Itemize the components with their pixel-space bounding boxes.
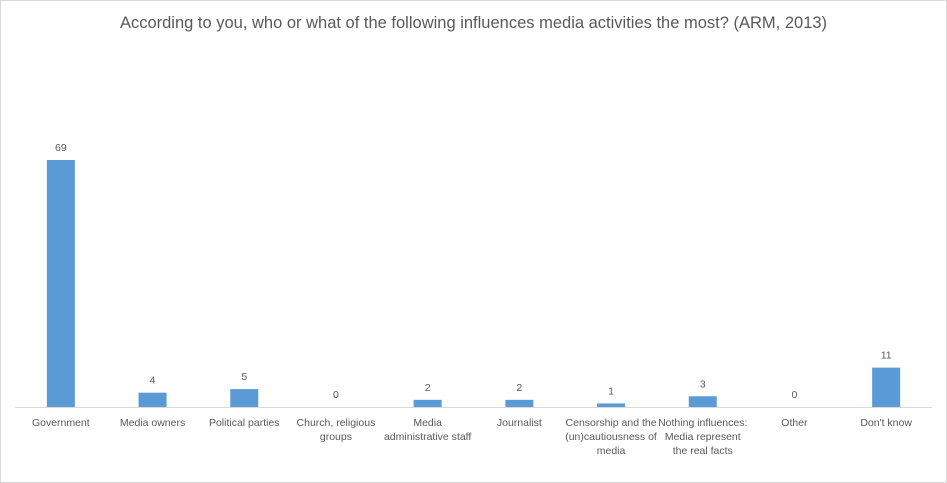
- chart-title: According to you, who or what of the fol…: [119, 14, 828, 32]
- bar: [138, 392, 167, 407]
- bar: [597, 403, 626, 407]
- category-label: Government: [31, 417, 90, 429]
- data-label: 0: [333, 389, 339, 401]
- category-label: Journalist: [496, 417, 542, 429]
- data-label: 3: [700, 378, 706, 390]
- bar: [46, 160, 75, 407]
- data-label: 11: [881, 350, 892, 362]
- bar: [413, 399, 442, 407]
- bar: [872, 367, 901, 407]
- data-label: 69: [55, 142, 67, 154]
- category-label: Censorship and the (un)cautiousness of m…: [565, 417, 657, 457]
- category-label: Political parties: [208, 417, 280, 429]
- bar: [688, 396, 717, 407]
- category-label: Nothing influences: Media represent the …: [658, 417, 748, 457]
- data-label: 1: [608, 385, 614, 397]
- data-label: 5: [241, 371, 247, 383]
- category-label: Media administrative staff: [383, 417, 472, 443]
- category-label: Media owners: [119, 417, 186, 429]
- category-label: Other: [781, 417, 808, 429]
- category-label: Don't know: [860, 417, 912, 429]
- data-label: 0: [792, 389, 798, 401]
- data-label: 2: [425, 382, 431, 394]
- bar: [505, 399, 534, 407]
- bar: [230, 389, 259, 407]
- data-label: 4: [150, 375, 156, 387]
- data-label: 2: [516, 382, 522, 394]
- category-label: Church, religious groups: [296, 417, 376, 443]
